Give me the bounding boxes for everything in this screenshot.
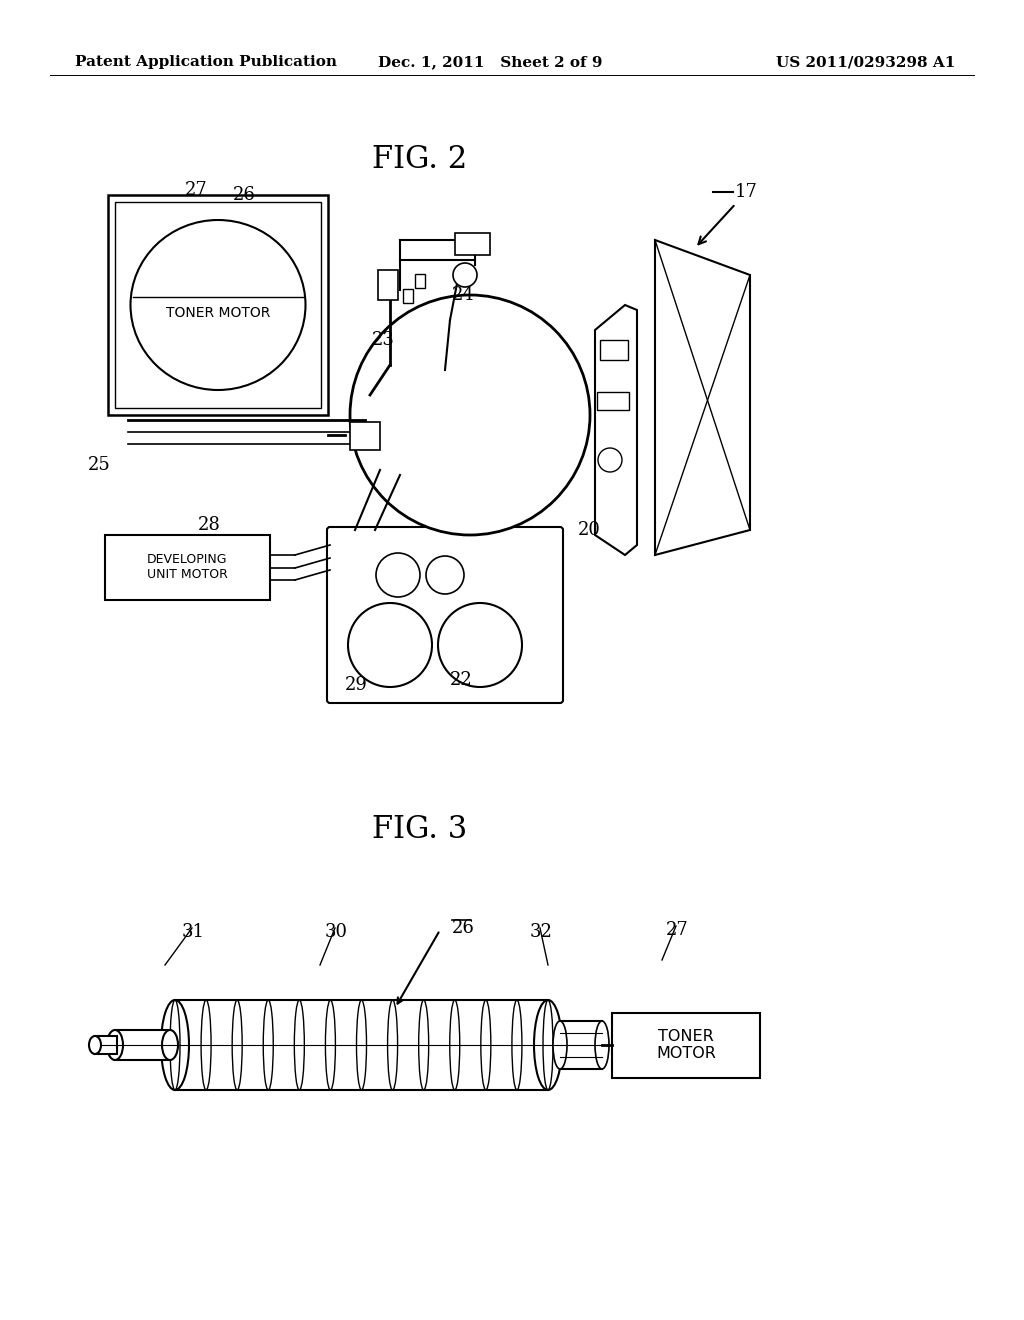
- Text: Patent Application Publication: Patent Application Publication: [75, 55, 337, 69]
- Text: FIG. 3: FIG. 3: [373, 814, 468, 846]
- Text: 25: 25: [88, 455, 111, 474]
- Circle shape: [598, 447, 622, 473]
- Ellipse shape: [89, 1036, 101, 1053]
- Ellipse shape: [161, 1001, 189, 1090]
- Text: 29: 29: [345, 676, 368, 694]
- FancyBboxPatch shape: [327, 527, 563, 704]
- Circle shape: [376, 553, 420, 597]
- Polygon shape: [595, 305, 637, 554]
- Bar: [115, 1030, 170, 1060]
- Bar: [115, 202, 321, 408]
- Ellipse shape: [553, 1020, 567, 1069]
- Text: 27: 27: [666, 921, 689, 939]
- Text: 31: 31: [182, 923, 205, 941]
- Polygon shape: [655, 240, 750, 554]
- Text: 22: 22: [450, 671, 473, 689]
- Bar: [378, 271, 398, 300]
- Bar: [350, 422, 380, 450]
- Text: DEVELOPING
UNIT MOTOR: DEVELOPING UNIT MOTOR: [146, 553, 227, 581]
- Bar: [95, 1036, 117, 1053]
- Text: 30: 30: [325, 923, 348, 941]
- Polygon shape: [170, 1001, 174, 1090]
- Bar: [403, 289, 413, 304]
- Text: 17: 17: [698, 183, 758, 244]
- Bar: [415, 275, 425, 288]
- Ellipse shape: [106, 1030, 123, 1060]
- Bar: [560, 1020, 602, 1069]
- Text: US 2011/0293298 A1: US 2011/0293298 A1: [775, 55, 955, 69]
- Bar: [105, 535, 270, 601]
- Text: Dec. 1, 2011   Sheet 2 of 9: Dec. 1, 2011 Sheet 2 of 9: [378, 55, 602, 69]
- Bar: [175, 1001, 548, 1090]
- Bar: [612, 1012, 760, 1078]
- Ellipse shape: [130, 220, 305, 389]
- Text: 20: 20: [578, 521, 601, 539]
- Text: FIG. 2: FIG. 2: [373, 144, 468, 176]
- Text: TONER MOTOR: TONER MOTOR: [166, 306, 270, 319]
- Circle shape: [348, 603, 432, 686]
- Ellipse shape: [595, 1020, 609, 1069]
- Circle shape: [438, 603, 522, 686]
- Ellipse shape: [162, 1030, 178, 1060]
- Ellipse shape: [534, 1001, 562, 1090]
- Circle shape: [426, 556, 464, 594]
- Bar: [597, 392, 629, 411]
- Text: 28: 28: [198, 516, 221, 535]
- Text: TONER
MOTOR: TONER MOTOR: [656, 1028, 716, 1061]
- Bar: [600, 341, 628, 360]
- Text: 26: 26: [452, 919, 475, 937]
- Text: 21: 21: [355, 436, 378, 454]
- Circle shape: [350, 294, 590, 535]
- Text: 23: 23: [372, 331, 395, 348]
- Text: 26: 26: [233, 186, 256, 205]
- Bar: [108, 195, 328, 414]
- Text: 32: 32: [530, 923, 553, 941]
- Bar: [455, 234, 490, 255]
- Text: 24: 24: [452, 286, 475, 304]
- Text: 27: 27: [185, 181, 208, 199]
- Circle shape: [453, 263, 477, 286]
